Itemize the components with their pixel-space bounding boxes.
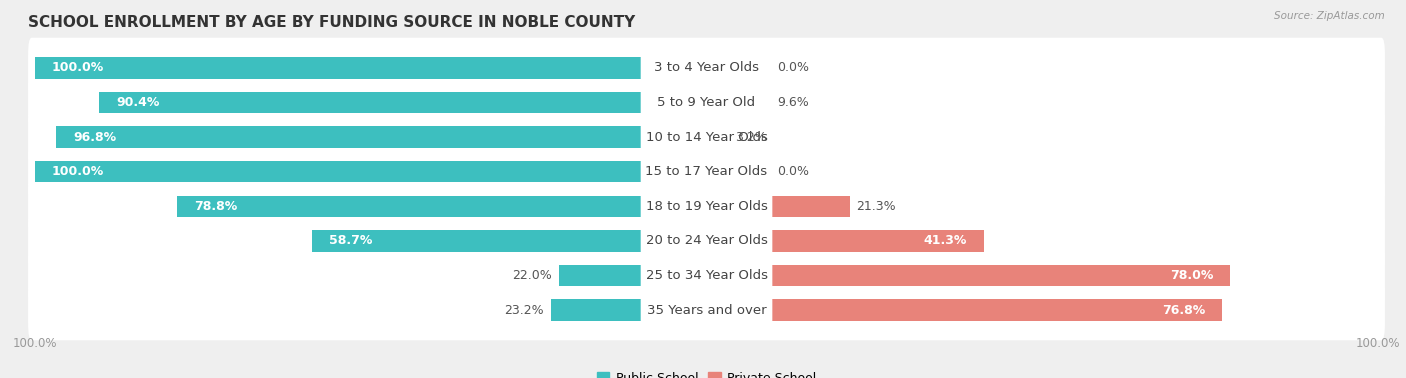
Text: 10 to 14 Year Olds: 10 to 14 Year Olds	[645, 130, 768, 144]
Text: 20 to 24 Year Olds: 20 to 24 Year Olds	[645, 234, 768, 248]
Bar	[35, 161, 707, 183]
FancyBboxPatch shape	[641, 186, 772, 227]
Text: 18 to 19 Year Olds: 18 to 19 Year Olds	[645, 200, 768, 213]
Text: 78.8%: 78.8%	[194, 200, 238, 213]
FancyBboxPatch shape	[641, 117, 772, 158]
Bar	[35, 57, 707, 79]
Text: 96.8%: 96.8%	[73, 130, 117, 144]
FancyBboxPatch shape	[641, 151, 772, 192]
Bar	[707, 230, 984, 252]
FancyBboxPatch shape	[28, 211, 1385, 271]
Bar	[312, 230, 707, 252]
Bar	[707, 299, 1222, 321]
Text: 22.0%: 22.0%	[512, 269, 553, 282]
Bar	[551, 299, 707, 321]
Text: 76.8%: 76.8%	[1163, 304, 1205, 317]
Text: 25 to 34 Year Olds: 25 to 34 Year Olds	[645, 269, 768, 282]
Legend: Public School, Private School: Public School, Private School	[592, 367, 821, 378]
Text: 58.7%: 58.7%	[329, 234, 373, 248]
Text: 15 to 17 Year Olds: 15 to 17 Year Olds	[645, 165, 768, 178]
Bar	[177, 195, 707, 217]
FancyBboxPatch shape	[641, 220, 772, 261]
Bar	[56, 126, 707, 148]
FancyBboxPatch shape	[641, 82, 772, 123]
Text: 23.2%: 23.2%	[505, 304, 544, 317]
Bar	[707, 265, 1230, 286]
Text: 78.0%: 78.0%	[1170, 269, 1213, 282]
Bar	[707, 126, 728, 148]
Text: 3.2%: 3.2%	[735, 130, 766, 144]
Text: 9.6%: 9.6%	[778, 96, 810, 109]
Bar	[558, 265, 707, 286]
Text: 35 Years and over: 35 Years and over	[647, 304, 766, 317]
Text: 100.0%: 100.0%	[52, 61, 104, 74]
Bar	[707, 195, 849, 217]
FancyBboxPatch shape	[28, 107, 1385, 167]
FancyBboxPatch shape	[641, 290, 772, 331]
FancyBboxPatch shape	[28, 38, 1385, 98]
Bar	[707, 92, 770, 113]
Text: 0.0%: 0.0%	[778, 165, 808, 178]
Text: SCHOOL ENROLLMENT BY AGE BY FUNDING SOURCE IN NOBLE COUNTY: SCHOOL ENROLLMENT BY AGE BY FUNDING SOUR…	[28, 15, 636, 30]
Bar	[100, 92, 707, 113]
Text: 21.3%: 21.3%	[856, 200, 896, 213]
FancyBboxPatch shape	[28, 245, 1385, 306]
Text: 100.0%: 100.0%	[52, 165, 104, 178]
FancyBboxPatch shape	[28, 176, 1385, 236]
FancyBboxPatch shape	[641, 255, 772, 296]
Text: 41.3%: 41.3%	[924, 234, 967, 248]
Text: 0.0%: 0.0%	[778, 61, 808, 74]
Text: 90.4%: 90.4%	[117, 96, 159, 109]
FancyBboxPatch shape	[641, 47, 772, 88]
Text: 3 to 4 Year Olds: 3 to 4 Year Olds	[654, 61, 759, 74]
Text: 5 to 9 Year Old: 5 to 9 Year Old	[658, 96, 755, 109]
Text: Source: ZipAtlas.com: Source: ZipAtlas.com	[1274, 11, 1385, 21]
FancyBboxPatch shape	[28, 280, 1385, 340]
FancyBboxPatch shape	[28, 72, 1385, 133]
FancyBboxPatch shape	[28, 142, 1385, 202]
